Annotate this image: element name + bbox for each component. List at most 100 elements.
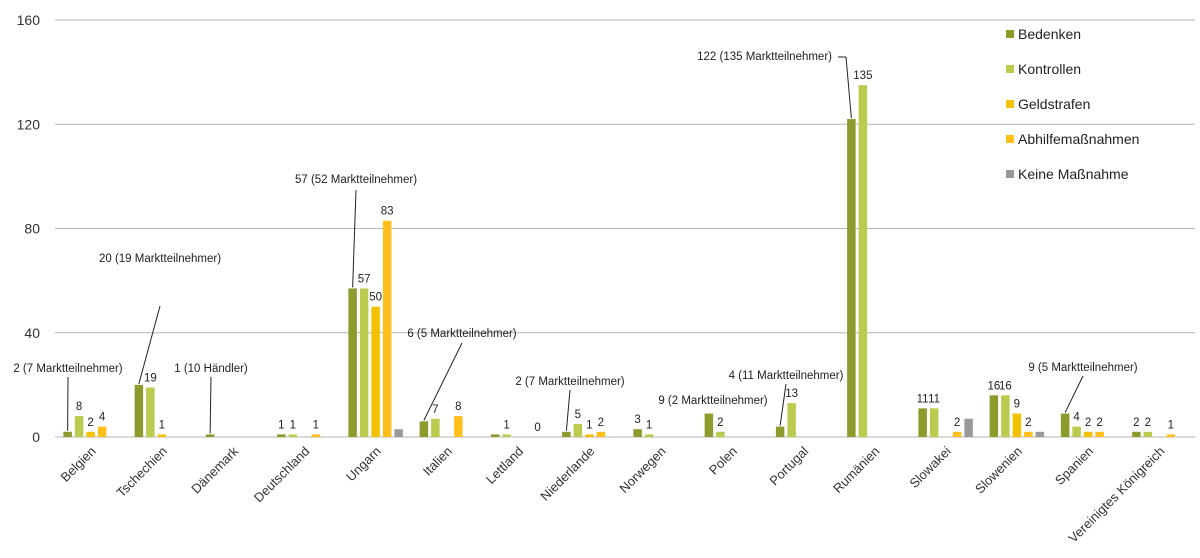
bar-geldstrafen <box>585 434 594 437</box>
y-tick-label: 80 <box>24 221 40 237</box>
y-tick-label: 0 <box>32 429 40 445</box>
leader-line <box>138 305 161 385</box>
data-label: 20 (19 Marktteilnehmer) <box>99 253 221 265</box>
bar-abhilfema-nahmen <box>311 434 321 437</box>
data-label: 2 <box>1025 417 1031 429</box>
bar-abhilfema-nahmen <box>952 431 962 437</box>
data-label: 2 <box>954 417 960 429</box>
bar-bedenken <box>989 395 999 437</box>
bar-bedenken <box>847 119 856 437</box>
data-label: 50 <box>369 292 382 304</box>
bar-keine-ma-nahme <box>964 418 973 437</box>
y-tick-label: 40 <box>24 325 40 341</box>
category-label: Ungarn <box>343 444 384 485</box>
bar-geldstrafen <box>1083 431 1093 437</box>
data-label: 8 <box>455 401 461 413</box>
category-label: Belgien <box>57 444 98 485</box>
data-label: 3 <box>634 414 640 426</box>
category-label: Tschechien <box>113 444 170 501</box>
legend-label: Geldstrafen <box>1018 96 1090 112</box>
bar-bedenken <box>277 434 286 437</box>
data-label: 13 <box>785 388 798 400</box>
bar-kontrollen <box>573 423 583 437</box>
data-label: 1 <box>313 419 319 431</box>
data-label: 7 <box>432 404 438 416</box>
data-label: 9 <box>1014 399 1020 411</box>
data-label: 8 <box>76 401 82 413</box>
legend-label: Keine Maßnahme <box>1018 166 1129 182</box>
bar-bedenken <box>562 431 571 437</box>
bar-abhilfema-nahmen <box>1024 431 1033 437</box>
data-label: 4 <box>1073 412 1080 424</box>
bar-kontrollen <box>502 434 511 437</box>
category-label: Deutschland <box>251 444 313 506</box>
legend: Bedenken Kontrollen Geldstrafen Abhilfemaßn… <box>1006 26 1139 182</box>
bar-bedenken <box>348 288 357 437</box>
legend-swatch <box>1006 135 1014 143</box>
bar-kontrollen <box>787 403 796 437</box>
data-label: 11 <box>917 393 929 405</box>
data-label: 83 <box>381 206 394 218</box>
bars <box>63 85 1176 437</box>
bar-abhilfema-nahmen <box>382 220 392 437</box>
data-label: 135 <box>853 70 872 82</box>
data-label: 1 (10 Händler) <box>174 363 248 375</box>
data-label: 1 <box>278 419 284 431</box>
leader-line <box>565 389 571 431</box>
bar-kontrollen <box>1143 431 1153 437</box>
data-label: 16 <box>999 380 1012 392</box>
legend-swatch <box>1006 65 1014 73</box>
bar-bedenken <box>775 426 785 437</box>
bar-geldstrafen <box>157 434 167 437</box>
bar-bedenken <box>1132 431 1141 437</box>
legend-swatch <box>1006 30 1014 38</box>
bar-kontrollen <box>431 418 440 437</box>
data-label: 4 (11 Marktteilnehmer) <box>729 370 844 382</box>
category-label: Polen <box>706 444 740 478</box>
category-label: Niederlande <box>537 444 597 504</box>
bar-bedenken <box>63 431 72 437</box>
bar-kontrollen <box>929 408 939 437</box>
bar-bedenken <box>205 434 215 437</box>
leader-line <box>209 376 212 434</box>
bar-abhilfema-nahmen <box>1166 434 1176 437</box>
bar-keine-ma-nahme <box>394 429 403 437</box>
data-label: 1 <box>646 419 652 431</box>
data-label: 122 (135 Marktteilnehmer) <box>697 51 832 63</box>
x-axis-categories: Belgien Tschechien Dänemark Deutschland Unga… <box>57 443 1167 545</box>
category-label: Norwegen <box>616 444 669 497</box>
legend-swatch <box>1006 100 1014 108</box>
leader-line <box>779 383 787 426</box>
data-label: 4 <box>99 412 106 424</box>
data-label: 9 (2 Marktteilnehmer) <box>658 395 767 407</box>
data-label: 2 <box>1096 417 1102 429</box>
data-label: 9 (5 Marktteilnehmer) <box>1028 362 1137 374</box>
data-label: 1 <box>290 419 296 431</box>
data-label: 5 <box>575 409 581 421</box>
bar-bedenken <box>419 421 429 437</box>
data-label: 2 (7 Marktteilnehmer) <box>13 363 122 375</box>
data-labels: 2 (7 Marktteilnehmer)82 420 (19 Marktteil… <box>13 51 1174 434</box>
bar-geldstrafen <box>371 306 380 437</box>
bar-kontrollen <box>146 387 155 437</box>
y-axis-ticks: 0 40 80 120 160 <box>17 12 41 445</box>
bar-kontrollen <box>1001 395 1010 437</box>
y-tick-label: 160 <box>17 12 41 28</box>
category-label: Lettland <box>483 444 526 487</box>
leader-line <box>845 56 852 119</box>
legend-label: Bedenken <box>1018 26 1081 42</box>
data-label: 11 <box>928 393 940 405</box>
bar-kontrollen <box>288 434 298 437</box>
category-label: Slowakei <box>906 443 953 490</box>
legend-label: Kontrollen <box>1018 61 1081 77</box>
bar-geldstrafen <box>1012 413 1022 437</box>
bar-kontrollen <box>74 416 84 437</box>
bar-bedenken <box>918 408 927 437</box>
data-label: 1 <box>159 419 165 431</box>
y-tick-label: 120 <box>17 116 41 132</box>
bar-abhilfema-nahmen <box>97 426 107 437</box>
data-label: 6 (5 Marktteilnehmer) <box>407 328 516 340</box>
data-label: 57 <box>358 273 371 285</box>
leader-line <box>423 342 463 421</box>
data-label: 2 <box>87 417 93 429</box>
